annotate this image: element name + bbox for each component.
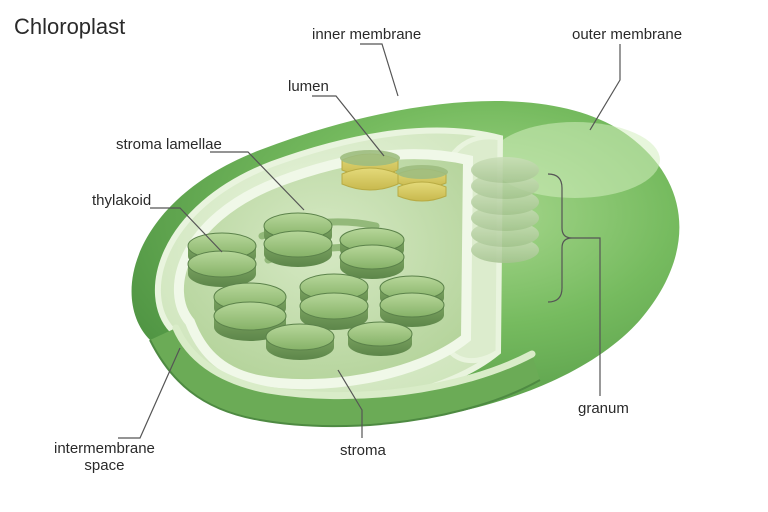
label-inner-membrane: inner membrane	[312, 26, 421, 43]
label-lumen: lumen	[288, 78, 329, 95]
label-stroma-lamellae: stroma lamellae	[116, 136, 222, 153]
diagram-title: Chloroplast	[14, 14, 125, 40]
label-thylakoid: thylakoid	[92, 192, 151, 209]
label-granum: granum	[578, 400, 629, 417]
diagram-stage: Chloroplast	[0, 0, 768, 512]
granum-ghost-stack	[471, 157, 539, 263]
chloroplast-illustration	[0, 0, 768, 512]
label-intermembrane-space: intermembrane space	[54, 440, 155, 475]
label-outer-membrane: outer membrane	[572, 26, 682, 43]
label-stroma: stroma	[340, 442, 386, 459]
